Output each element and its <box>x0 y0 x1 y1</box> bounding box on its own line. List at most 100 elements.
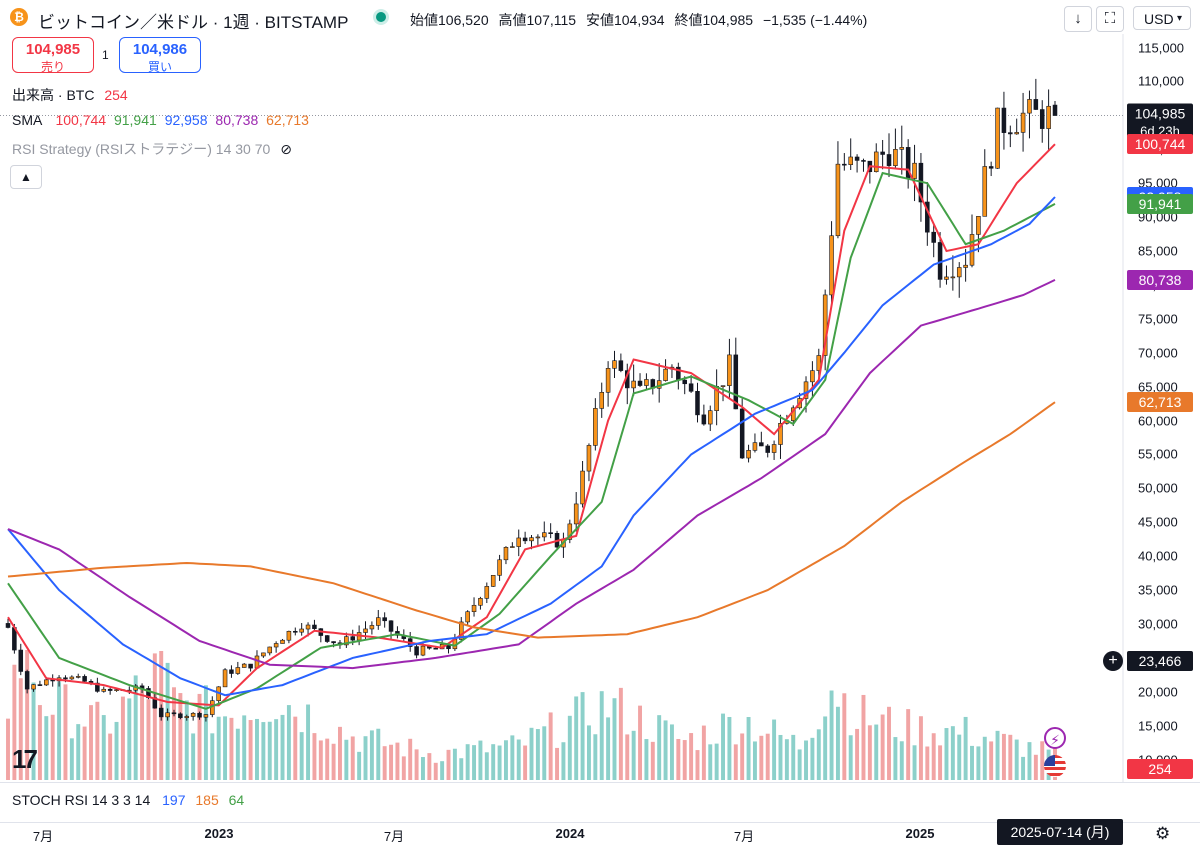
volume-bar <box>82 726 87 780</box>
time-axis-label: 7月 <box>733 829 755 844</box>
candle-body <box>988 166 994 169</box>
volume-bar <box>44 716 49 780</box>
volume-bar <box>274 719 279 780</box>
volume-bar <box>714 743 719 780</box>
candle-body <box>388 620 394 632</box>
currency-select[interactable]: USD ▾ <box>1133 6 1191 30</box>
candle-body <box>720 385 726 387</box>
volume-bar <box>759 735 764 780</box>
symbol-title[interactable]: ビットコイン／米ドル · 1週 · BITSTAMP <box>38 13 349 32</box>
crosshair-price-tag[interactable]: + 23,466 <box>1103 651 1193 671</box>
volume-bar <box>606 717 611 780</box>
volume-bar <box>893 737 898 780</box>
volume-bar <box>408 738 413 780</box>
volume-bar <box>216 716 221 780</box>
price-tag: 80,738 <box>1127 269 1193 290</box>
candle-body <box>931 231 936 243</box>
volume-bar <box>682 740 687 780</box>
candle-body <box>312 624 317 629</box>
stoch-rsi-panel[interactable] <box>0 782 1200 823</box>
volume-bar <box>823 716 828 780</box>
volume-bar <box>689 733 694 780</box>
gear-icon[interactable]: ⚙ <box>1155 824 1171 843</box>
candle-body <box>848 156 853 165</box>
candle-body <box>739 408 745 459</box>
volume-bar <box>491 744 496 780</box>
candle-body <box>293 630 298 633</box>
candle-body <box>746 450 751 459</box>
ohlc-readout: 始値106,520 高値107,115 安値104,934 終値104,985 … <box>410 10 867 30</box>
candle-body <box>197 712 202 718</box>
candle-body <box>599 391 604 409</box>
us-flag-icon[interactable] <box>1044 755 1066 777</box>
eye-hidden-icon[interactable]: ⊘ <box>280 141 292 157</box>
volume-bar <box>1027 742 1032 780</box>
buy-price: 104,986 <box>132 41 188 58</box>
download-icon[interactable]: ↓ <box>1064 6 1092 32</box>
volume-bar <box>970 745 974 780</box>
candle-body <box>548 532 553 534</box>
bitcoin-logo-icon: ₿ <box>10 8 28 26</box>
candle-body <box>165 712 170 718</box>
volume-bar <box>446 749 451 780</box>
volume-bar <box>223 716 228 780</box>
candle-body <box>37 684 43 686</box>
volume-bar <box>842 693 847 780</box>
volume-bar <box>63 684 68 780</box>
rsi-strategy-legend[interactable]: RSI Strategy (RSIストラテジー) 14 30 70 ⊘ <box>12 139 292 159</box>
volume-bar <box>95 701 100 780</box>
candle-body <box>261 652 266 657</box>
volume-bar <box>248 720 253 780</box>
candle-body <box>503 547 509 561</box>
buy-button[interactable]: 104,986 買い <box>119 37 201 74</box>
candle-body <box>835 163 841 237</box>
collapse-legend-button[interactable]: ▲ <box>10 165 42 189</box>
candle-body <box>842 163 847 166</box>
high-value: 107,115 <box>526 12 577 28</box>
volume-bar <box>127 698 132 780</box>
volume-bar <box>995 730 1000 780</box>
candle-body <box>580 470 585 505</box>
sma-line <box>7 196 1056 697</box>
volume-bar <box>433 762 438 780</box>
volume-legend[interactable]: 出来高 · BTC 254 <box>12 85 128 105</box>
candle-body <box>573 503 579 525</box>
buy-label: 買い <box>147 60 172 74</box>
price-axis-label: 75,000 <box>1138 311 1178 327</box>
sell-button[interactable]: 104,985 売り <box>12 37 94 74</box>
candle-body <box>1033 99 1039 110</box>
fullscreen-icon[interactable]: ⛶ <box>1096 6 1124 32</box>
candle-body <box>1014 132 1019 135</box>
volume-bar <box>57 682 62 780</box>
candle-body <box>733 354 739 410</box>
lightning-icon[interactable]: ⚡ <box>1044 727 1066 749</box>
candle-body <box>752 442 758 451</box>
volume-bar <box>1008 734 1013 780</box>
volume-bar <box>925 746 930 780</box>
volume-bar <box>312 733 317 780</box>
add-icon[interactable]: + <box>1103 651 1123 671</box>
candle-body <box>280 639 285 644</box>
sma-legend[interactable]: SMA 100,744 91,941 92,958 80,738 62,713 <box>12 112 309 128</box>
candle-body <box>803 381 809 399</box>
candle-body <box>190 712 196 717</box>
stoch-rsi-value: 197 <box>162 792 186 808</box>
volume-bar <box>452 748 457 780</box>
volume-bar <box>586 725 591 780</box>
candle-body <box>701 414 707 425</box>
volume-bar <box>669 724 674 780</box>
volume-bar <box>286 705 291 780</box>
sma-legend-value: 62,713 <box>266 112 309 128</box>
tradingview-logo-icon[interactable]: 17 <box>12 744 38 774</box>
candle-body <box>944 276 949 280</box>
volume-bar <box>784 739 789 780</box>
candle-body <box>893 149 898 166</box>
candle-body <box>688 383 694 392</box>
volume-bar <box>810 737 815 780</box>
chevron-down-icon: ▾ <box>1176 13 1182 24</box>
stoch-rsi-legend[interactable]: STOCH RSI 14 3 3 14 197 185 64 <box>12 792 244 808</box>
candle-body <box>854 156 860 161</box>
volume-bar <box>210 733 215 780</box>
volume-bar <box>421 757 425 780</box>
